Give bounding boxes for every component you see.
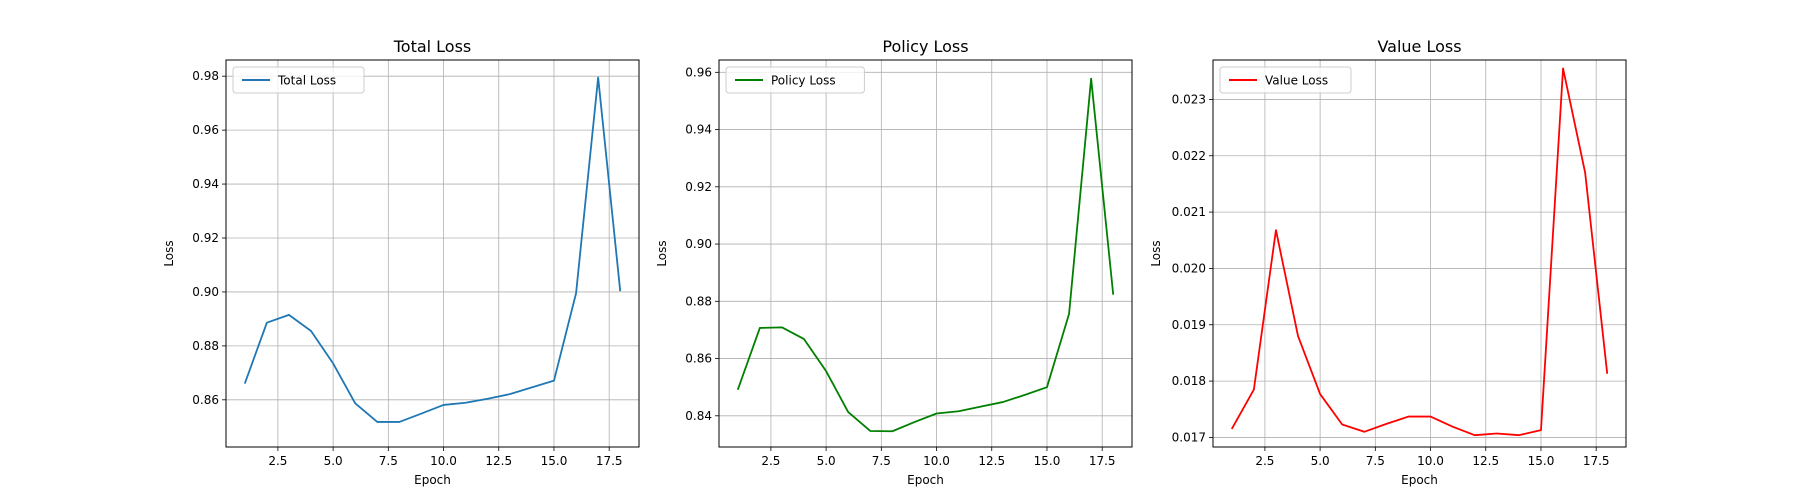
y-tick-label: 0.86 (685, 352, 712, 366)
legend-box (232, 66, 365, 94)
x-tick-label: 10.0 (430, 454, 457, 468)
x-tick-label: 15.0 (541, 454, 568, 468)
chart-panel-3: 2.5 5.0 7.5 10.0 12.5 15.0 17.5 0.017 0.018 0.019… (1149, 37, 1627, 487)
x-tick-label: 12.5 (485, 454, 512, 468)
y-tick-label: 0.021 (1172, 205, 1206, 219)
y-tick-label: 0.90 (192, 285, 219, 299)
y-tick-label: 0.92 (685, 180, 712, 194)
legend-box (725, 66, 865, 94)
y-tick-label: 0.018 (1172, 374, 1206, 388)
x-axis-label: Epoch (1401, 473, 1438, 487)
legend: Policy Loss (725, 66, 865, 94)
x-tick-label: 17.5 (596, 454, 623, 468)
y-tick-label: 0.84 (685, 409, 712, 423)
series-line-1 (1230, 67, 1609, 437)
x-axis-label: Epoch (907, 473, 944, 487)
x-tick-label: 5.0 (1311, 454, 1330, 468)
x-tick-label: 15.0 (1034, 454, 1061, 468)
y-tick-label: 0.98 (192, 69, 219, 83)
x-tick-label: 10.0 (923, 454, 950, 468)
series-line-1 (243, 76, 622, 423)
axes-frame (718, 59, 1133, 448)
x-tick-label: 10.0 (1417, 454, 1444, 468)
axes-frame (225, 59, 640, 448)
x-tick-label: 12.5 (978, 454, 1005, 468)
legend: Total Loss (232, 66, 365, 94)
y-tick-label: 0.94 (192, 177, 219, 191)
x-tick-label: 17.5 (1583, 454, 1610, 468)
y-tick-label: 0.88 (192, 339, 219, 353)
x-tick-label: 5.0 (817, 454, 836, 468)
x-tick-label: 2.5 (268, 454, 287, 468)
axes-frame (1212, 59, 1627, 448)
x-tick-label: 7.5 (1366, 454, 1385, 468)
x-tick-label: 12.5 (1472, 454, 1499, 468)
y-tick-label: 0.96 (685, 65, 712, 79)
chart-title: Value Loss (1377, 37, 1461, 56)
y-tick-label: 0.92 (192, 231, 219, 245)
y-axis-label: Loss (162, 240, 176, 266)
x-tick-label: 15.0 (1528, 454, 1555, 468)
x-axis-label: Epoch (414, 473, 451, 487)
chart-panel-1: 2.5 5.0 7.5 10.0 12.5 15.0 17.5 0.86 0.88 0.90 0.9… (162, 37, 640, 487)
x-tick-label: 2.5 (761, 454, 780, 468)
y-axis-label: Loss (655, 240, 669, 266)
x-tick-label: 17.5 (1089, 454, 1116, 468)
x-tick-label: 5.0 (324, 454, 343, 468)
x-tick-label: 7.5 (872, 454, 891, 468)
chart-title: Policy Loss (882, 37, 968, 56)
chart-title: Total Loss (393, 37, 472, 56)
legend-box (1219, 66, 1352, 94)
y-tick-label: 0.88 (685, 294, 712, 308)
y-tick-label: 0.94 (685, 123, 712, 137)
y-tick-label: 0.96 (192, 123, 219, 137)
x-tick-label: 2.5 (1255, 454, 1274, 468)
y-tick-label: 0.86 (192, 393, 219, 407)
legend-label: Policy Loss (771, 74, 836, 88)
y-axis-label: Loss (1149, 240, 1163, 266)
x-tick-label: 7.5 (379, 454, 398, 468)
legend-label: Value Loss (1265, 74, 1328, 88)
y-tick-label: 0.019 (1172, 318, 1206, 332)
y-tick-label: 0.90 (685, 237, 712, 251)
legend-label: Total Loss (277, 74, 336, 88)
legend: Value Loss (1219, 66, 1352, 94)
series-line-1 (736, 77, 1115, 433)
y-tick-label: 0.023 (1172, 92, 1206, 106)
y-tick-label: 0.020 (1172, 261, 1206, 275)
y-tick-label: 0.017 (1172, 430, 1206, 444)
y-tick-label: 0.022 (1172, 149, 1206, 163)
chart-panel-2: 2.5 5.0 7.5 10.0 12.5 15.0 17.5 0.84 0.86 0.88 0.9… (655, 37, 1133, 487)
